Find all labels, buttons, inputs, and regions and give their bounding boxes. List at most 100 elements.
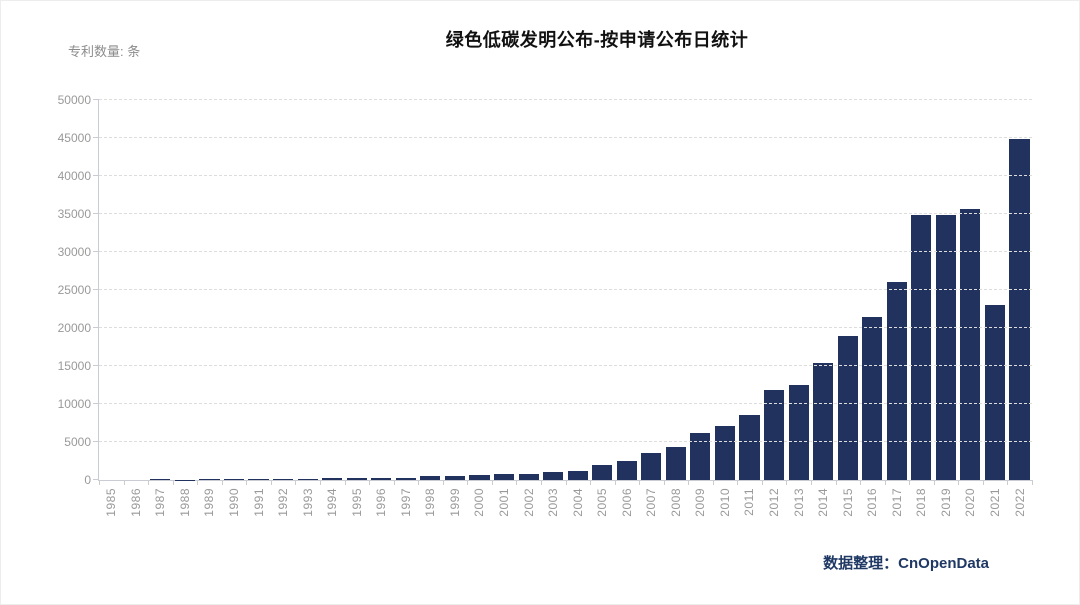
- bar-2004[interactable]: [567, 470, 588, 480]
- bar-2002[interactable]: [518, 473, 539, 480]
- x-tick-mark-25: [712, 480, 714, 485]
- x-tick-mark-1: [123, 480, 125, 485]
- x-label-cell-2000: 2000: [467, 480, 492, 528]
- bar-band-1988: [173, 100, 198, 480]
- x-tick-mark-24: [688, 480, 690, 485]
- x-tick-mark-36: [982, 480, 984, 485]
- bar-band-1998: [418, 100, 443, 480]
- bar-band-2018: [909, 100, 934, 480]
- bar-band-1987: [148, 100, 173, 480]
- plot-area: 1985 1986 1987 1988 1989 1990 1991 1992 1993 1994…: [58, 93, 1033, 517]
- bar-2015[interactable]: [837, 335, 858, 480]
- x-label-cell-1994: 1994: [320, 480, 345, 528]
- y-tick-label-25000: 25000: [57, 283, 91, 297]
- x-tick-label-2007: 2007: [644, 488, 659, 517]
- x-label-cell-2009: 2009: [688, 480, 713, 528]
- bar-1997[interactable]: [395, 477, 416, 480]
- x-label-cell-2017: 2017: [885, 480, 910, 528]
- bar-2008[interactable]: [665, 446, 686, 480]
- bar-1987[interactable]: [150, 478, 171, 480]
- x-tick-label-2020: 2020: [963, 488, 978, 517]
- bar-2012[interactable]: [763, 390, 785, 480]
- x-label-cell-2007: 2007: [639, 480, 664, 528]
- x-label-cell-2018: 2018: [909, 480, 934, 528]
- bar-2005[interactable]: [592, 464, 613, 480]
- x-tick-mark-6: [246, 480, 248, 485]
- x-tick-mark-37: [1007, 480, 1009, 485]
- bar-2003[interactable]: [543, 471, 564, 480]
- bar-2006[interactable]: [616, 461, 637, 480]
- x-tick-label-1998: 1998: [423, 488, 438, 517]
- bar-band-1997: [394, 100, 419, 480]
- bar-2009[interactable]: [690, 432, 711, 480]
- y-tick-label-5000: 5000: [64, 435, 91, 449]
- bar-band-2015: [835, 100, 860, 480]
- bar-2017[interactable]: [886, 281, 907, 480]
- bar-series: [99, 100, 1032, 480]
- bar-1989[interactable]: [199, 478, 220, 480]
- bar-band-2006: [614, 100, 639, 480]
- bar-2016[interactable]: [862, 316, 883, 480]
- x-tick-mark-19: [565, 480, 567, 485]
- bar-band-1999: [443, 100, 468, 480]
- x-label-cell-1990: 1990: [222, 480, 247, 528]
- x-tick-label-1986: 1986: [128, 488, 143, 517]
- bar-2000[interactable]: [469, 474, 490, 480]
- x-tick-label-1994: 1994: [325, 488, 340, 517]
- bar-1996[interactable]: [371, 478, 392, 480]
- bar-2007[interactable]: [641, 453, 662, 480]
- bar-1990[interactable]: [223, 478, 245, 480]
- x-tick-label-2018: 2018: [914, 488, 929, 517]
- x-tick-label-1989: 1989: [202, 488, 217, 517]
- bar-2019[interactable]: [935, 214, 956, 480]
- bar-2013[interactable]: [788, 385, 809, 480]
- gridline-5000: [99, 441, 1032, 442]
- bar-2010[interactable]: [714, 426, 735, 480]
- bar-2021[interactable]: [984, 305, 1006, 480]
- bar-2001[interactable]: [493, 473, 515, 480]
- bar-1992[interactable]: [273, 478, 294, 480]
- bar-1994[interactable]: [322, 478, 343, 480]
- x-tick-mark-31: [860, 480, 862, 485]
- x-label-cell-2021: 2021: [983, 480, 1008, 528]
- bar-1991[interactable]: [248, 478, 269, 480]
- x-tick-mark-38: [1032, 480, 1033, 485]
- x-tick-mark-20: [590, 480, 592, 485]
- bar-band-2022: [1007, 100, 1032, 480]
- bar-2011[interactable]: [739, 414, 760, 480]
- y-tick-mark-25000: [93, 289, 99, 290]
- y-tick-mark-15000: [93, 365, 99, 366]
- x-tick-label-2000: 2000: [472, 488, 487, 517]
- gridline-10000: [99, 403, 1032, 404]
- x-tick-mark-28: [786, 480, 788, 485]
- bar-band-2014: [811, 100, 836, 480]
- x-label-cell-1996: 1996: [369, 480, 394, 528]
- y-tick-mark-30000: [93, 251, 99, 252]
- bar-2020[interactable]: [960, 208, 981, 480]
- x-tick-label-1995: 1995: [349, 488, 364, 517]
- bar-1999[interactable]: [444, 476, 465, 480]
- bar-2022[interactable]: [1009, 138, 1030, 480]
- x-tick-label-2002: 2002: [521, 488, 536, 517]
- x-tick-label-1992: 1992: [276, 488, 291, 517]
- gridline-20000: [99, 327, 1032, 328]
- x-tick-label-2009: 2009: [693, 488, 708, 517]
- bar-2018[interactable]: [911, 214, 932, 480]
- x-tick-label-2014: 2014: [816, 488, 831, 517]
- y-tick-label-30000: 30000: [57, 245, 91, 259]
- x-tick-mark-18: [540, 480, 542, 485]
- x-tick-mark-14: [442, 480, 444, 485]
- bar-2014[interactable]: [813, 362, 834, 480]
- x-label-cell-1999: 1999: [443, 480, 468, 528]
- x-tick-label-2011: 2011: [742, 488, 757, 516]
- bar-1995[interactable]: [346, 478, 367, 480]
- x-tick-label-2005: 2005: [595, 488, 610, 517]
- gridline-45000: [99, 137, 1032, 138]
- x-tick-mark-7: [270, 480, 272, 485]
- x-tick-label-1999: 1999: [447, 488, 462, 517]
- bar-1998[interactable]: [420, 475, 441, 480]
- bar-1993[interactable]: [297, 478, 318, 480]
- x-label-cell-1986: 1986: [124, 480, 149, 528]
- x-label-cell-1992: 1992: [271, 480, 296, 528]
